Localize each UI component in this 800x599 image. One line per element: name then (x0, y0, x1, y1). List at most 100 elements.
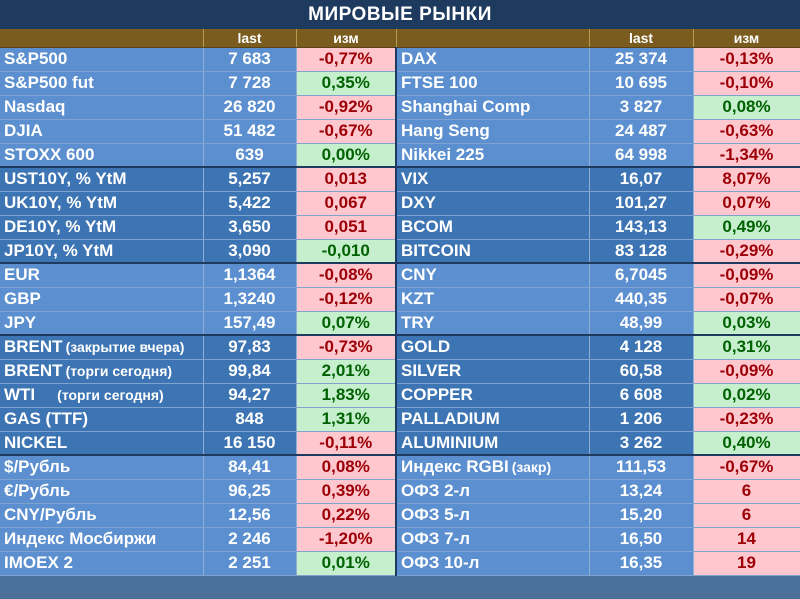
last-value: 13,24 (589, 479, 694, 504)
instrument-label: DAX (401, 49, 437, 68)
last-value: 16,07 (589, 166, 694, 192)
instrument-label: GBP (4, 289, 41, 308)
instrument-name: GAS (TTF) (0, 407, 204, 432)
change-value: 0,49% (693, 215, 800, 240)
change-value: 0,39% (296, 479, 397, 504)
change-value: -0,92% (296, 95, 397, 120)
instrument-name: Shanghai Comp (396, 95, 590, 120)
instrument-name: S&P500 (0, 47, 204, 72)
change-value: 0,07% (296, 311, 397, 336)
change-value: 0,22% (296, 503, 397, 528)
change-value: 0,08% (296, 454, 397, 480)
instrument-name: GBP (0, 287, 204, 312)
instrument-name: SILVER (396, 359, 590, 384)
instrument-label: GAS (TTF) (4, 409, 89, 428)
instrument-name: DXY (396, 191, 590, 216)
last-value: 3,090 (203, 239, 297, 264)
last-value: 639 (203, 143, 297, 168)
last-value: 97,83 (203, 334, 297, 360)
instrument-label: EUR (4, 265, 40, 285)
last-value: 15,20 (589, 503, 694, 528)
change-value: 0,35% (296, 71, 397, 96)
change-value: 6 (693, 479, 800, 504)
change-value: -0,12% (296, 287, 397, 312)
instrument-name: VIX (396, 166, 590, 192)
instrument-label: ОФЗ 7-л (401, 529, 471, 548)
header-change-left: изм (296, 29, 397, 48)
change-value: -0,73% (296, 334, 397, 360)
table-row: UST10Y, % YtM 5,257 0,013 VIX 16,07 8,07% (0, 166, 800, 192)
header-change-right: изм (693, 29, 800, 48)
last-value: 440,35 (589, 287, 694, 312)
table-row: GAS (TTF) 848 1,31% PALLADIUM 1 206 -0,23% (0, 407, 800, 432)
last-value: 60,58 (589, 359, 694, 384)
instrument-label: FTSE 100 (401, 73, 478, 92)
instrument-label: JPY (4, 312, 37, 332)
header-last-left: last (203, 29, 297, 48)
last-value: 16,35 (589, 551, 694, 576)
instrument-label: Индекс RGBI (401, 457, 509, 477)
instrument-label: S&P500 (4, 49, 68, 68)
last-value: 10 695 (589, 71, 694, 96)
last-value: 16 150 (203, 431, 297, 456)
instrument-label: UK10Y, % YtM (4, 193, 118, 212)
instrument-label: BRENT (4, 361, 63, 380)
last-value: 111,53 (589, 454, 694, 480)
instrument-note: (торги сегодня) (57, 387, 164, 403)
instrument-label: SILVER (401, 361, 462, 380)
instrument-name: NICKEL (0, 431, 204, 456)
table-row: STOXX 600 639 0,00% Nikkei 225 64 998 -1,34% (0, 143, 800, 168)
last-value: 4 128 (589, 334, 694, 360)
table-row: Индекс Мосбиржи 2 246 -1,20% ОФЗ 7-л 16,50 14 (0, 527, 800, 552)
instrument-name: EUR (0, 262, 204, 288)
instrument-name: PALLADIUM (396, 407, 590, 432)
instrument-name: ОФЗ 10-л (396, 551, 590, 576)
instrument-label: PALLADIUM (401, 409, 500, 428)
table-row: CNY/Рубль 12,56 0,22% ОФЗ 5-л 15,20 6 (0, 503, 800, 528)
table-row: GBP 1,3240 -0,12% KZT 440,35 -0,07% (0, 287, 800, 312)
table-row: JPY 157,49 0,07% TRY 48,99 0,03% (0, 311, 800, 336)
last-value: 1 206 (589, 407, 694, 432)
instrument-label: TRY (401, 312, 435, 332)
instrument-label: KZT (401, 289, 435, 308)
markets-table: last изм last изм S&P500 7 683 -0,77% DAX 25… (0, 29, 800, 576)
table-row: BRENT (торги сегодня) 99,84 2,01% SILVER 60,5… (0, 359, 800, 384)
last-value: 5,422 (203, 191, 297, 216)
change-value: 0,067 (296, 191, 397, 216)
instrument-label: BRENT (4, 337, 63, 357)
change-value: -0,10% (693, 71, 800, 96)
instrument-label: STOXX 600 (4, 144, 95, 164)
table-row: €/Рубль 96,25 0,39% ОФЗ 2-л 13,24 6 (0, 479, 800, 504)
instrument-name: DE10Y, % YtM (0, 215, 204, 240)
instrument-label: Hang Seng (401, 121, 490, 140)
instrument-label: IMOEX 2 (4, 553, 73, 572)
last-value: 24 487 (589, 119, 694, 144)
instrument-name: Hang Seng (396, 119, 590, 144)
change-value: 6 (693, 503, 800, 528)
header-last-right: last (589, 29, 694, 48)
change-value: 19 (693, 551, 800, 576)
change-value: -0,67% (296, 119, 397, 144)
change-value: -0,11% (296, 431, 397, 456)
instrument-label: WTI (4, 385, 36, 404)
change-value: 0,40% (693, 431, 800, 456)
table-row: IMOEX 2 2 251 0,01% ОФЗ 10-л 16,35 19 (0, 551, 800, 576)
instrument-label: ОФЗ 2-л (401, 481, 471, 500)
instrument-label: ОФЗ 10-л (401, 553, 480, 572)
change-value: 8,07% (693, 166, 800, 192)
last-value: 3 262 (589, 431, 694, 456)
last-value: 48,99 (589, 311, 694, 336)
change-value: -1,34% (693, 143, 800, 168)
change-value: 0,31% (693, 334, 800, 360)
last-value: 848 (203, 407, 297, 432)
instrument-name: BRENT (торги сегодня) (0, 359, 204, 384)
instrument-name: Nasdaq (0, 95, 204, 120)
instrument-name: BITCOIN (396, 239, 590, 264)
instrument-label: Nasdaq (4, 97, 66, 116)
change-value: 0,02% (693, 383, 800, 408)
instrument-name: UST10Y, % YtM (0, 166, 204, 192)
last-value: 51 482 (203, 119, 297, 144)
instrument-label: BITCOIN (401, 240, 471, 260)
last-value: 143,13 (589, 215, 694, 240)
change-value: -0,77% (296, 47, 397, 72)
